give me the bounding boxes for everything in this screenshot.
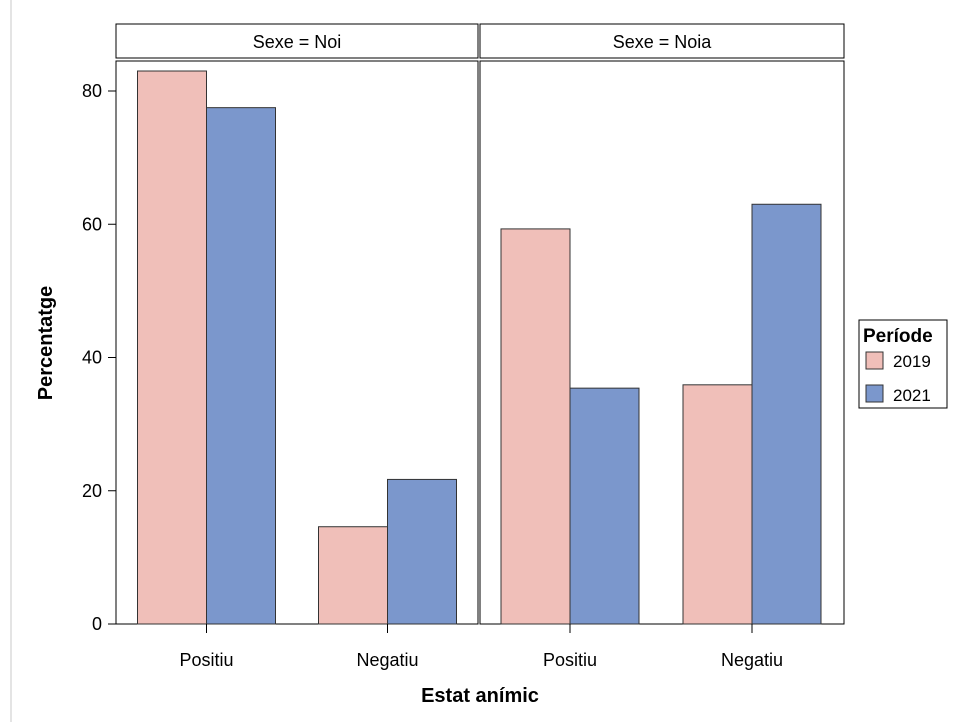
legend-swatch-2021	[865, 384, 884, 403]
y-tick-label: 80	[82, 81, 102, 101]
strip-header-1: Sexe = Noia	[479, 23, 845, 59]
x-axis: Positiu Negatiu Positiu Negatiu	[179, 624, 783, 670]
bar-2021-negatiu-panel1	[751, 203, 822, 625]
y-tick-label: 20	[82, 481, 102, 501]
x-tick-label: Positiu	[179, 650, 233, 670]
strip-label-1: Sexe = Noia	[613, 32, 713, 52]
bar-2019-negatiu-panel0	[318, 526, 388, 625]
strip-header-0: Sexe = Noi	[115, 23, 479, 59]
bar-2019-positiu-panel0	[137, 70, 207, 625]
y-tick-label: 60	[82, 214, 102, 234]
x-tick-label: Negatiu	[721, 650, 783, 670]
x-tick-label: Negatiu	[356, 650, 418, 670]
y-axis-title: Percentatge	[35, 286, 57, 401]
bar-2021-negatiu-panel0	[387, 478, 457, 625]
x-axis-title: Estat anímic	[421, 685, 539, 707]
y-tick-label: 40	[82, 348, 102, 368]
bar-2019-positiu-panel1	[500, 228, 571, 625]
bar-2021-positiu-panel1	[569, 387, 640, 625]
bar-2019-negatiu-panel1	[682, 384, 753, 625]
legend-swatch-2019	[865, 351, 884, 370]
legend-label-2021: 2021	[893, 386, 931, 405]
panel-frame-1	[479, 60, 845, 625]
legend-title: Període	[863, 326, 933, 347]
strip-label-0: Sexe = Noi	[253, 32, 342, 52]
bar-2021-positiu-panel0	[206, 107, 276, 625]
bars	[137, 70, 822, 625]
x-tick-label: Positiu	[543, 650, 597, 670]
legend-label-2019: 2019	[893, 352, 931, 371]
panel-frame-0	[115, 60, 479, 625]
y-axis: 0 20 40 60 80	[82, 81, 116, 634]
y-tick-label: 0	[92, 614, 102, 634]
legend: Període 2019 2021	[858, 319, 948, 409]
